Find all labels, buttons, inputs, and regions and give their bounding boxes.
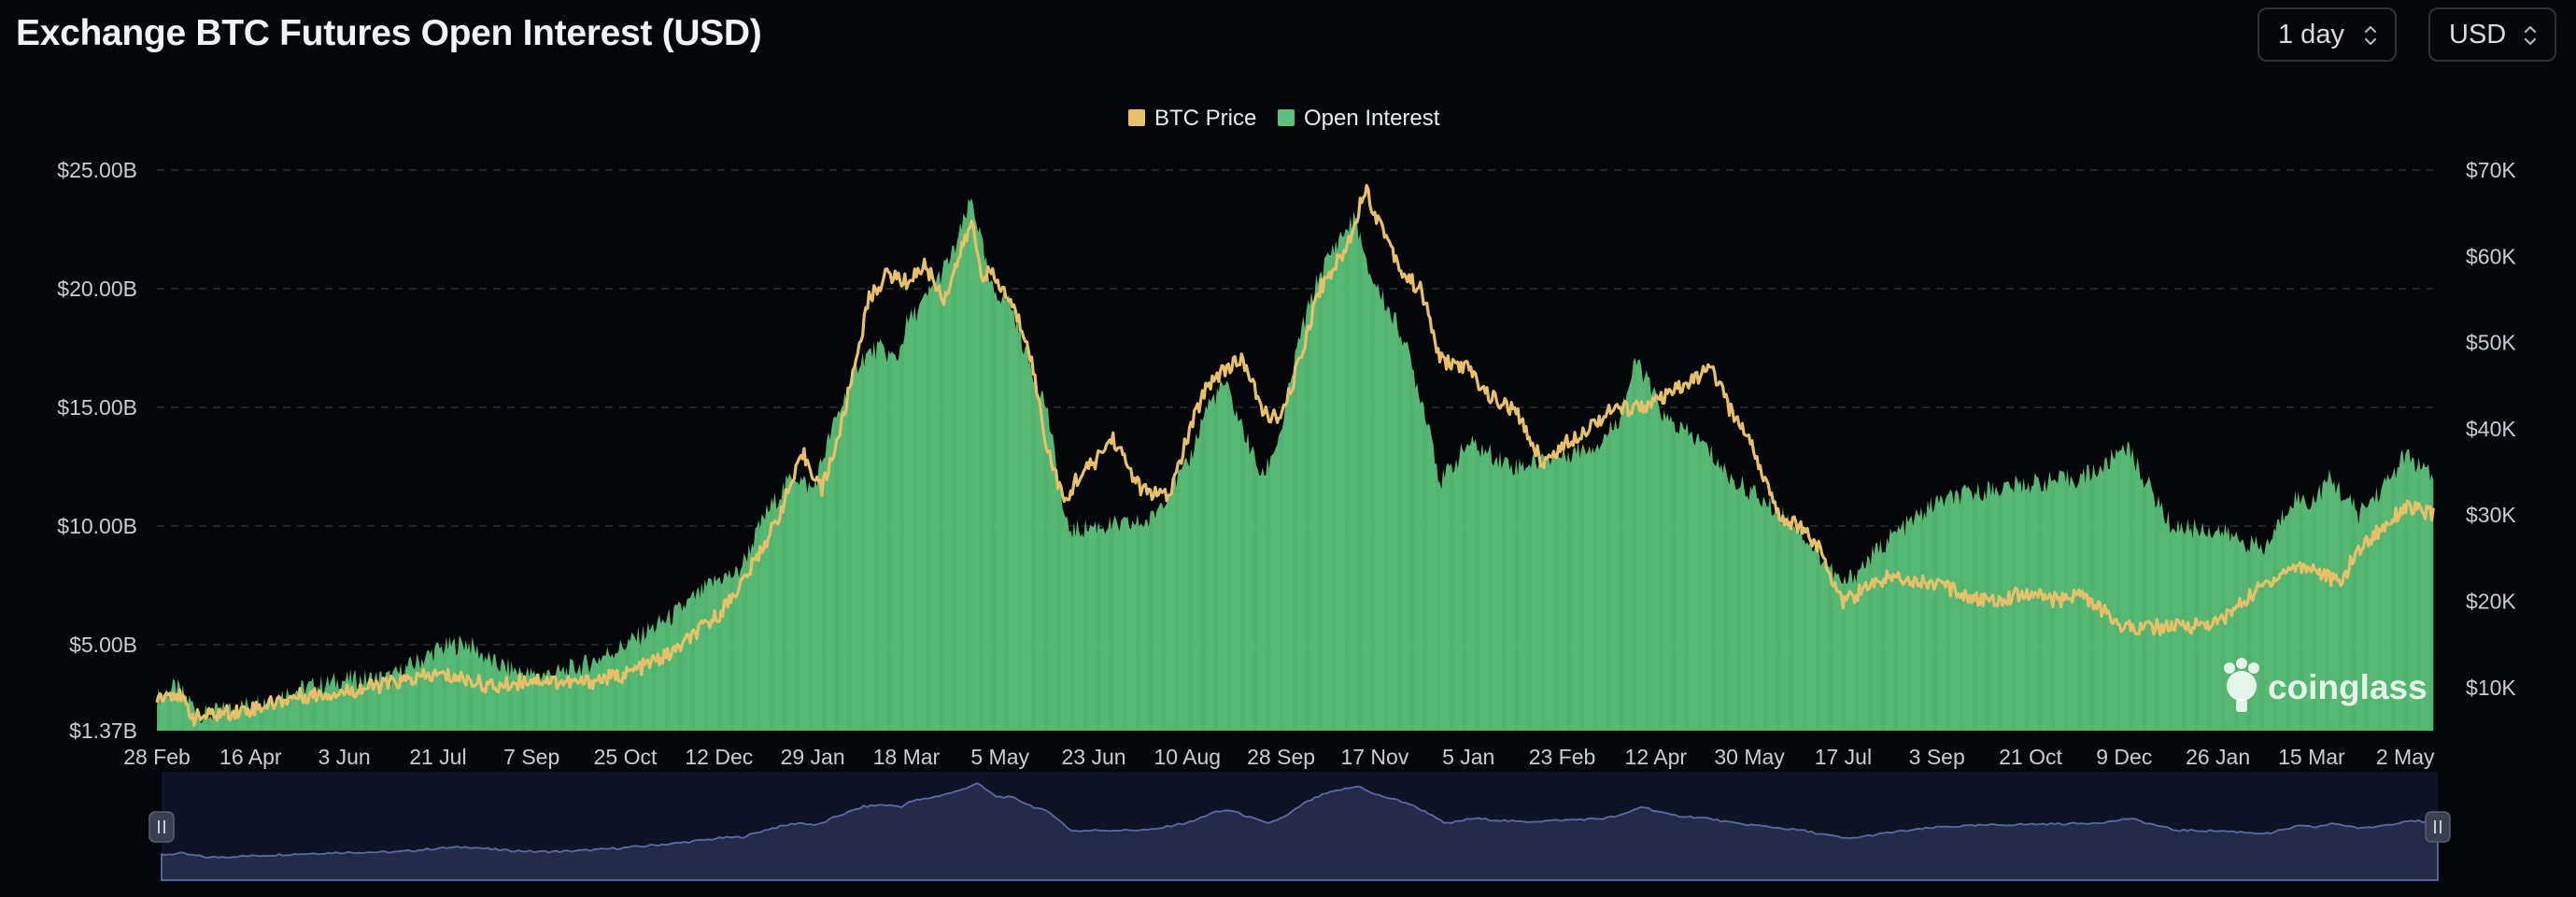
legend-swatch	[1278, 109, 1295, 126]
range-navigator[interactable]	[149, 772, 2451, 881]
navigator-area	[161, 782, 2439, 881]
y-right-tick-label: $50K	[2466, 331, 2516, 355]
legend-swatch	[1128, 109, 1145, 126]
x-tick-label: 28 Feb	[123, 745, 191, 769]
x-tick-label: 16 Apr	[219, 745, 282, 769]
coinglass-logo-icon	[2236, 699, 2247, 712]
y-left-tick-label: $5.00B	[69, 633, 137, 657]
navigator-handle[interactable]	[2425, 811, 2451, 843]
y-right-tick-label: $20K	[2466, 590, 2516, 614]
chevron-updown-icon	[2364, 25, 2377, 46]
coinglass-watermark: coinglass	[2224, 658, 2427, 712]
x-axis: 28 Feb 16 Apr 3 Jun 21 Jul 7 Sep 25 Oct 12 Dec…	[123, 745, 2435, 769]
y-right-tick-label: $40K	[2466, 417, 2516, 441]
x-tick-label: 12 Apr	[1625, 745, 1688, 769]
legend-label: BTC Price	[1154, 106, 1256, 131]
legend-label: Open Interest	[1304, 106, 1440, 131]
page-title: Exchange BTC Futures Open Interest (USD)	[16, 13, 762, 53]
x-tick-label: 23 Jun	[1061, 745, 1125, 769]
coinglass-logo-icon	[2224, 662, 2235, 674]
x-tick-label: 7 Sep	[503, 745, 559, 769]
navigator-handle-left[interactable]	[149, 811, 175, 843]
x-tick-label: 18 Mar	[873, 745, 941, 769]
x-tick-label: 21 Jul	[409, 745, 466, 769]
y-left-tick-label: $20.00B	[57, 277, 137, 301]
y-left-tick-label: $25.00B	[57, 158, 137, 182]
navigator-handle-right[interactable]	[2425, 811, 2451, 843]
x-tick-label: 3 Sep	[1909, 745, 1965, 769]
legend-item-btc-price[interactable]: BTC Price	[1128, 106, 1256, 131]
x-tick-label: 21 Oct	[1999, 745, 2062, 769]
open-interest-series	[157, 197, 2434, 731]
y-right-tick-label: $30K	[2466, 503, 2516, 527]
y-left-tick-label: $1.37B	[69, 719, 137, 743]
y-axis-left: $1.37B $5.00B $10.00B $15.00B $20.00B $25.00B	[57, 158, 137, 743]
x-tick-label: 25 Oct	[594, 745, 658, 769]
chevron-updown-icon	[2524, 25, 2537, 46]
open-interest-area	[157, 197, 2434, 731]
coinglass-logo-icon	[2236, 658, 2247, 669]
x-tick-label: 17 Nov	[1340, 745, 1408, 769]
x-tick-label: 2 May	[2376, 745, 2435, 769]
y-left-tick-label: $10.00B	[57, 514, 137, 538]
x-tick-label: 5 Jan	[1442, 745, 1494, 769]
y-axis-right: $10K $20K $30K $40K $50K $60K $70K	[2466, 158, 2516, 700]
coinglass-logo-icon	[2248, 662, 2259, 674]
btc-price-line	[155, 183, 2435, 727]
interval-select[interactable]: 1 day	[2258, 7, 2397, 62]
y-left-tick-label: $15.00B	[57, 395, 137, 420]
legend-item-open-interest[interactable]: Open Interest	[1278, 106, 1440, 131]
x-tick-label: 28 Sep	[1247, 745, 1315, 769]
x-tick-label: 5 May	[970, 745, 1029, 769]
x-tick-label: 9 Dec	[2096, 745, 2152, 769]
chart-legend[interactable]: BTC Price Open Interest	[1128, 106, 1440, 131]
interval-select-value: 1 day	[2278, 19, 2344, 50]
y-right-tick-label: $60K	[2466, 244, 2516, 268]
x-tick-label: 10 Aug	[1154, 745, 1221, 769]
x-tick-label: 3 Jun	[318, 745, 370, 769]
x-tick-label: 30 May	[1714, 745, 1785, 769]
y-right-tick-label: $10K	[2466, 676, 2516, 700]
btc-price-series	[155, 183, 2435, 727]
y-right-tick-label: $70K	[2466, 158, 2516, 182]
x-tick-label: 12 Dec	[685, 745, 753, 769]
x-tick-label: 26 Jan	[2186, 745, 2250, 769]
currency-select[interactable]: USD	[2428, 7, 2556, 62]
currency-select-value: USD	[2449, 19, 2507, 50]
x-tick-label: 29 Jan	[781, 745, 845, 769]
x-tick-label: 23 Feb	[1529, 745, 1596, 769]
coinglass-logo-icon	[2227, 671, 2257, 701]
navigator-handle[interactable]	[149, 811, 175, 843]
x-tick-label: 15 Mar	[2278, 745, 2345, 769]
x-tick-label: 17 Jul	[1815, 745, 1872, 769]
coinglass-watermark-text: coinglass	[2268, 668, 2427, 706]
